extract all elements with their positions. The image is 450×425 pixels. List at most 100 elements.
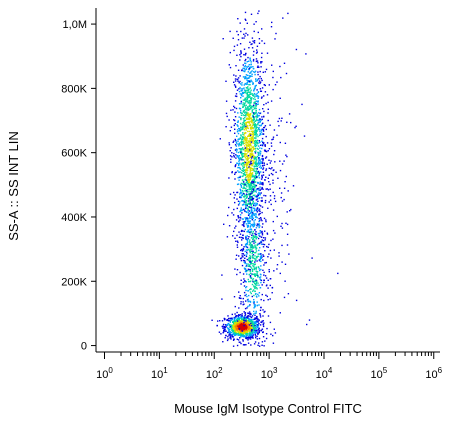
event-dot: [256, 211, 258, 213]
event-dot: [278, 125, 280, 127]
event-dot: [249, 66, 252, 68]
event-dot: [257, 324, 259, 326]
event-dot: [238, 314, 240, 316]
event-dot: [244, 280, 246, 283]
event-dot: [236, 198, 238, 200]
event-dot: [269, 284, 271, 287]
event-dot: [238, 157, 240, 159]
event-dot: [254, 317, 256, 319]
event-dot: [256, 260, 258, 262]
event-dot: [242, 331, 244, 334]
event-dot: [240, 196, 243, 198]
event-dot: [250, 326, 252, 328]
event-dot: [244, 172, 246, 174]
event-dot: [277, 177, 279, 179]
event-dot: [248, 280, 250, 283]
event-dot: [249, 291, 252, 293]
event-dot: [251, 146, 253, 149]
event-dot: [248, 122, 250, 124]
event-dot: [228, 177, 230, 179]
event-dot: [258, 114, 260, 117]
event-dot: [251, 215, 253, 217]
event-dot: [248, 324, 251, 326]
event-dot: [264, 150, 266, 152]
event-dot: [266, 232, 268, 234]
event-dot: [239, 80, 241, 83]
event-dot: [256, 163, 258, 166]
event-dot: [232, 37, 234, 39]
event-dot: [235, 240, 237, 242]
event-dot: [255, 164, 257, 166]
event-dot: [253, 310, 255, 313]
event-dot: [240, 88, 242, 90]
event-dot: [229, 320, 231, 322]
event-dot: [243, 70, 246, 73]
event-dot: [237, 200, 240, 202]
event-dot: [246, 158, 248, 160]
event-dot: [259, 75, 261, 78]
event-dot: [267, 108, 269, 110]
event-dot: [257, 266, 260, 268]
event-dot: [257, 112, 260, 114]
event-dot: [236, 191, 239, 194]
event-dot: [246, 161, 248, 164]
event-dot: [240, 126, 242, 128]
event-dot: [261, 61, 263, 63]
event-dot: [250, 98, 253, 100]
event-dot: [252, 189, 255, 191]
event-dot: [251, 75, 253, 77]
event-dot: [257, 170, 260, 173]
event-dot: [274, 38, 276, 40]
event-dot: [256, 171, 259, 173]
event-dot: [261, 176, 263, 179]
event-dot: [251, 319, 253, 322]
event-dot: [256, 66, 259, 68]
event-dot: [249, 261, 251, 263]
event-dot: [257, 181, 259, 184]
event-dot: [250, 190, 253, 192]
event-dot: [282, 17, 284, 19]
event-dot: [280, 76, 282, 79]
event-dot: [250, 223, 252, 226]
event-dot: [242, 166, 245, 169]
event-dot: [241, 153, 244, 155]
event-dot: [295, 299, 298, 302]
event-dot: [234, 328, 236, 331]
event-dot: [255, 189, 257, 191]
event-dot: [256, 284, 258, 286]
event-dot: [233, 230, 235, 233]
event-dot: [261, 234, 264, 236]
event-dot: [238, 334, 240, 336]
event-dot: [240, 342, 242, 345]
event-dot: [256, 142, 258, 144]
event-dot: [269, 199, 272, 201]
event-dot: [241, 253, 243, 255]
event-dot: [245, 323, 248, 325]
event-dot: [236, 333, 239, 335]
event-dot: [245, 154, 247, 156]
event-dot: [252, 130, 254, 132]
event-dot: [233, 322, 236, 324]
event-dot: [243, 84, 245, 86]
event-dot: [265, 168, 268, 170]
event-dot: [235, 75, 237, 77]
event-dot: [250, 43, 252, 46]
event-dot: [259, 130, 261, 133]
event-dot: [257, 182, 260, 184]
event-dot: [246, 144, 248, 147]
event-dot: [258, 259, 260, 261]
event-dot: [249, 100, 251, 102]
event-dot: [249, 259, 251, 261]
event-dot: [236, 183, 239, 186]
event-dot: [252, 211, 254, 213]
event-dot: [235, 219, 238, 221]
event-dot: [255, 133, 258, 135]
event-dot: [248, 259, 250, 262]
event-dot: [247, 118, 250, 121]
event-dot: [250, 158, 252, 161]
event-dot: [261, 232, 264, 234]
event-dot: [245, 76, 247, 79]
event-dot: [264, 262, 266, 264]
event-dot: [254, 178, 257, 180]
